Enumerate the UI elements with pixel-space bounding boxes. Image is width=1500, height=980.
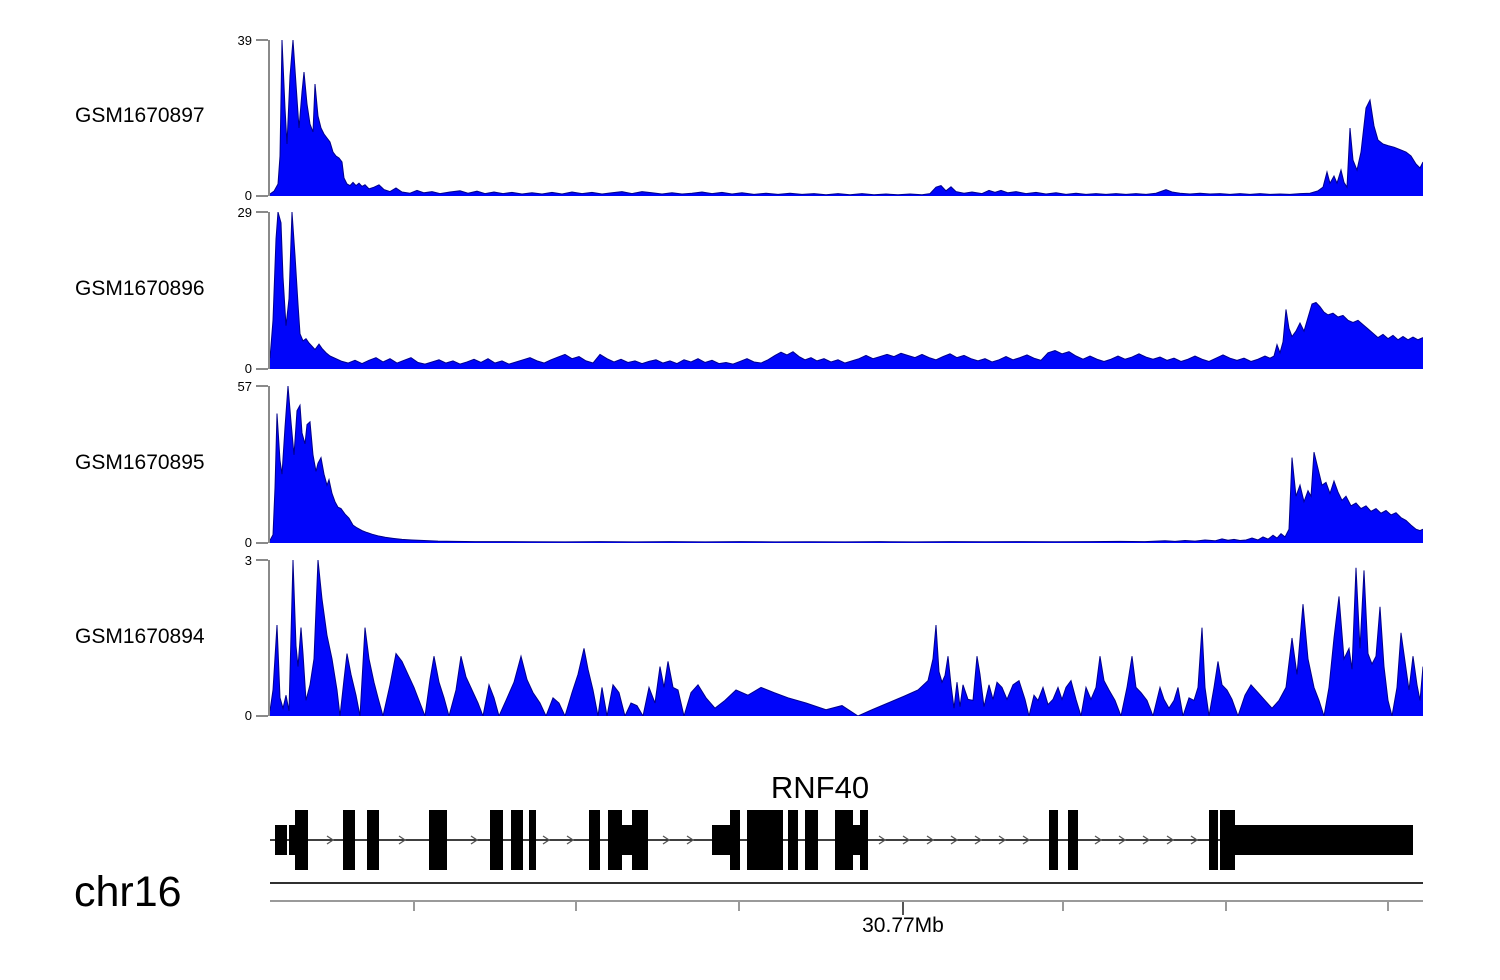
track1-bottom-tick: [256, 195, 268, 197]
genome-position-label: 30.77Mb: [862, 914, 944, 937]
axis-major-tick: [902, 902, 904, 915]
track-separator-line: [270, 882, 1423, 884]
track4-ymax-label: 3: [244, 553, 252, 568]
track-label-gsm1670894: GSM1670894: [75, 625, 205, 648]
track4-y-axis-line: [268, 560, 270, 716]
track4-bottom-tick: [256, 715, 268, 717]
track2-bottom-tick: [256, 368, 268, 370]
axis-minor-tick: [1387, 902, 1389, 911]
track-label-gsm1670896: GSM1670896: [75, 277, 205, 300]
coverage-area-gsm1670896: [270, 212, 1423, 369]
track1-y-axis-line: [268, 40, 270, 196]
genome-axis-line: [270, 900, 1423, 902]
gene-model-rnf40: [270, 810, 1413, 870]
axis-minor-tick: [1225, 902, 1227, 911]
track1-ymax-label: 39: [237, 33, 252, 48]
axis-minor-tick: [738, 902, 740, 911]
track3-y-axis-line: [268, 386, 270, 543]
track2-ymax-label: 29: [237, 205, 252, 220]
axis-minor-tick: [413, 902, 415, 911]
track4-ymin-label: 0: [244, 708, 252, 723]
coverage-area-gsm1670895: [270, 386, 1423, 543]
track-label-gsm1670897: GSM1670897: [75, 104, 205, 127]
coverage-area-gsm1670897: [270, 40, 1423, 196]
track3-ymin-label: 0: [244, 535, 252, 550]
track3-ymax-label: 57: [237, 379, 252, 394]
track2-top-tick: [256, 211, 268, 213]
track1-ymin-label: 0: [244, 188, 252, 203]
gene-name-label: RNF40: [770, 770, 870, 805]
track2-y-axis-line: [268, 212, 270, 369]
axis-minor-tick: [575, 902, 577, 911]
axis-minor-tick: [1062, 902, 1064, 911]
coverage-area-gsm1670894: [270, 560, 1423, 716]
track1-top-tick: [256, 39, 268, 41]
track3-top-tick: [256, 385, 268, 387]
chromosome-label: chr16: [74, 868, 182, 916]
track4-top-tick: [256, 559, 268, 561]
track-label-gsm1670895: GSM1670895: [75, 451, 205, 474]
track2-ymin-label: 0: [244, 361, 252, 376]
track3-bottom-tick: [256, 542, 268, 544]
